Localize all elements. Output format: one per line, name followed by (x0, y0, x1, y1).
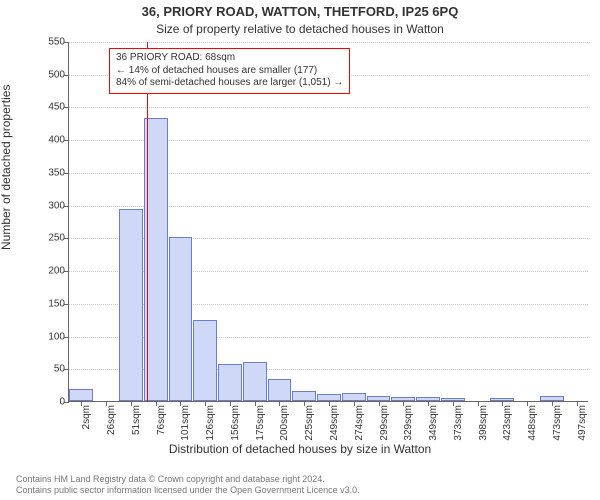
x-tick-label: 373sqm (453, 405, 464, 441)
x-tick-label: 101sqm (180, 405, 191, 441)
annotation-line-2: ← 14% of detached houses are smaller (17… (116, 65, 343, 78)
histogram-bar (243, 362, 267, 401)
histogram-bar (119, 209, 143, 401)
x-tick-label: 349sqm (428, 405, 439, 441)
x-tick-label: 156sqm (230, 405, 241, 441)
y-tick-label: 350 (33, 167, 65, 178)
annotation-box: 36 PRIORY ROAD: 68sqm← 14% of detached h… (109, 48, 350, 94)
y-tick-label: 0 (33, 397, 65, 408)
x-tick-label: 2sqm (81, 405, 92, 429)
y-tick-label: 150 (33, 298, 65, 309)
x-tick-label: 51sqm (131, 405, 142, 435)
x-tick-label: 26sqm (106, 405, 117, 435)
footer-attribution: Contains HM Land Registry data © Crown c… (16, 474, 360, 496)
x-tick-label: 299sqm (379, 405, 390, 441)
x-tick-label: 497sqm (577, 405, 588, 441)
annotation-line-1: 36 PRIORY ROAD: 68sqm (116, 52, 343, 65)
x-tick-label: 225sqm (304, 405, 315, 441)
histogram-bar (342, 393, 366, 402)
x-tick-label: 126sqm (205, 405, 216, 441)
x-axis-label: Distribution of detached houses by size … (0, 442, 600, 456)
x-tick-label: 473sqm (552, 405, 563, 441)
y-tick-label: 100 (33, 331, 65, 342)
plot-area: 0501001502002503003504004505005502sqm26s… (68, 42, 588, 402)
y-tick-label: 50 (33, 364, 65, 375)
x-tick-label: 175sqm (255, 405, 266, 441)
footer-line-2: Contains public sector information licen… (16, 485, 360, 496)
x-tick-label: 398sqm (478, 405, 489, 441)
histogram-bar (292, 391, 316, 401)
x-tick-label: 274sqm (354, 405, 365, 441)
y-tick-label: 550 (33, 37, 65, 48)
x-tick-label: 423sqm (502, 405, 513, 441)
annotation-line-3: 84% of semi-detached houses are larger (… (116, 77, 343, 90)
y-tick-label: 200 (33, 266, 65, 277)
x-tick-label: 329sqm (403, 405, 414, 441)
histogram-bar (268, 379, 292, 401)
y-tick-label: 400 (33, 135, 65, 146)
y-axis-label: Number of detached properties (0, 85, 13, 250)
x-tick-label: 249sqm (329, 405, 340, 441)
y-tick-label: 250 (33, 233, 65, 244)
chart-title: 36, PRIORY ROAD, WATTON, THETFORD, IP25 … (0, 4, 600, 19)
histogram-bar (193, 320, 217, 401)
y-tick-label: 450 (33, 102, 65, 113)
reference-line (147, 42, 148, 401)
footer-line-1: Contains HM Land Registry data © Crown c… (16, 474, 360, 485)
x-tick-label: 448sqm (527, 405, 538, 441)
y-tick-label: 500 (33, 69, 65, 80)
x-tick-label: 76sqm (156, 405, 167, 435)
histogram-bar (218, 364, 242, 401)
chart-subtitle: Size of property relative to detached ho… (0, 22, 600, 36)
y-tick-label: 300 (33, 200, 65, 211)
x-tick-label: 200sqm (279, 405, 290, 441)
histogram-bar (169, 237, 193, 401)
histogram-bar (69, 389, 93, 401)
